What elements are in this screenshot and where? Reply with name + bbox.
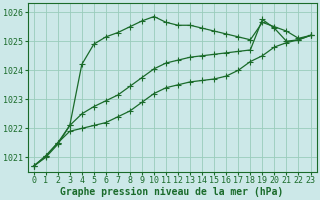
X-axis label: Graphe pression niveau de la mer (hPa): Graphe pression niveau de la mer (hPa) <box>60 186 284 197</box>
